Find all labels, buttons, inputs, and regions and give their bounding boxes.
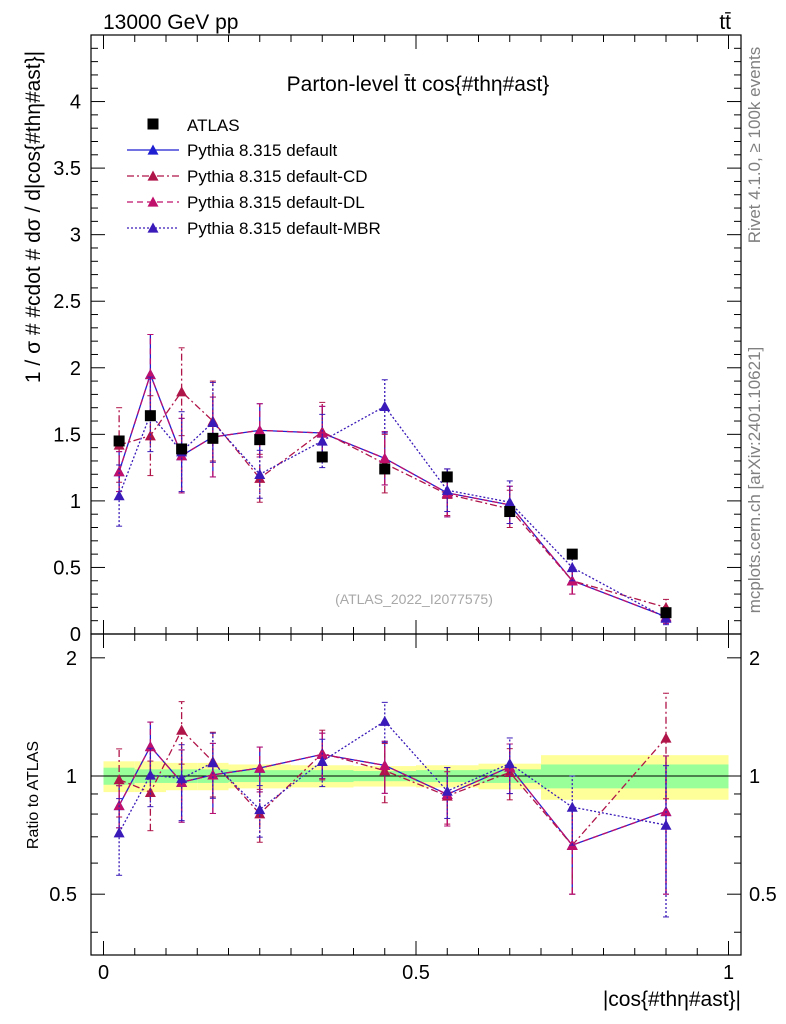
- series-marker: [113, 466, 125, 477]
- atlas-data-point: [113, 435, 125, 447]
- process-label: tt̄: [719, 11, 731, 34]
- x-tick-label: 0.5: [402, 962, 430, 984]
- ratio-axis-label: Ratio to ATLAS: [25, 741, 42, 849]
- energy-label: 13000 GeV pp: [103, 11, 238, 34]
- series-ratio-marker: [316, 755, 328, 766]
- atlas-data-point: [504, 506, 516, 518]
- series-ratio-marker: [207, 769, 219, 780]
- legend-label: Pythia 8.315 default-CD: [187, 167, 368, 186]
- series-marker: [504, 496, 516, 507]
- series-ratio-marker: [379, 715, 391, 726]
- y-tick-label: 2: [70, 358, 81, 380]
- series-3: [113, 376, 672, 918]
- series-ratio-marker: [176, 724, 188, 735]
- y-tick-label: 0.5: [53, 557, 81, 579]
- y-tick-label: 2.5: [53, 291, 81, 313]
- series-marker: [207, 416, 219, 428]
- legend-marker: [147, 196, 159, 207]
- series-marker: [316, 435, 328, 446]
- series-ratio-marker: [660, 732, 672, 743]
- series-marker: [441, 484, 453, 495]
- series-ratio-marker: [660, 819, 672, 830]
- legend-label: Pythia 8.315 default-DL: [187, 193, 365, 212]
- series-ratio-marker: [113, 827, 125, 838]
- legend-marker: [147, 170, 159, 181]
- atlas-data-point: [207, 432, 219, 444]
- atlas-data-point: [566, 548, 578, 560]
- series-ratio-marker: [379, 759, 391, 771]
- y-tick-label: 3: [70, 225, 81, 247]
- analysis-tag: (ATLAS_2022_I2077575): [335, 591, 493, 607]
- series-ratio-marker: [144, 786, 156, 798]
- legend-label: Pythia 8.315 default-MBR: [187, 219, 381, 238]
- atlas-data-point: [379, 463, 391, 475]
- y-tick-label: 3.5: [53, 158, 81, 180]
- series-marker: [566, 561, 578, 573]
- series-ratio-marker: [113, 799, 125, 811]
- y-tick-label: 1: [70, 491, 81, 513]
- atlas-data-point: [316, 451, 328, 463]
- series-marker: [254, 468, 266, 479]
- series-ratio-marker: [254, 803, 266, 815]
- legend-label: Pythia 8.315 default: [187, 141, 338, 160]
- legend-marker: [147, 222, 159, 233]
- y-axis-label: 1 / σ # #cdot # dσ / d|cos{#thη#ast}|: [22, 51, 45, 383]
- series-ratio-marker: [441, 785, 453, 796]
- legend-atlas-marker: [147, 118, 159, 130]
- series-marker: [379, 452, 391, 463]
- series-ratio-marker: [176, 772, 188, 784]
- series-line: [118, 405, 667, 619]
- x-axis-label: |cos{#thη#ast}|: [603, 988, 741, 1011]
- series-1: [113, 347, 672, 895]
- series-ratio-marker: [207, 757, 219, 768]
- x-tick-label: 0: [98, 962, 109, 984]
- series-ratio-marker: [504, 758, 516, 769]
- x-tick-label: 1: [723, 962, 734, 984]
- series-marker: [316, 427, 328, 438]
- legend-marker: [147, 144, 159, 155]
- series-ratio-line: [118, 745, 667, 846]
- series-marker: [379, 400, 391, 412]
- mcplots-label: mcplots.cern.ch [arXiv:2401.10621]: [745, 347, 764, 613]
- series-ratio-marker: [566, 801, 578, 812]
- atlas-data-point: [660, 607, 672, 619]
- series-marker: [254, 424, 266, 436]
- ratio-tick-label-right: 2: [749, 648, 760, 670]
- atlas-data-point: [176, 443, 188, 455]
- series-ratio-marker: [144, 769, 156, 780]
- series-ratio-marker: [113, 774, 125, 785]
- chart-title: Parton-level t̄t cos{#thη#ast}: [287, 73, 550, 96]
- series-marker: [113, 490, 125, 501]
- y-tick-label: 0: [70, 624, 81, 646]
- y-tick-label: 1.5: [53, 424, 81, 446]
- legend-atlas-label: ATLAS: [187, 116, 240, 135]
- atlas-data-point: [254, 434, 266, 446]
- ratio-tick-label: 2: [66, 648, 77, 670]
- series-ratio-marker: [254, 762, 266, 773]
- series-line: [118, 372, 667, 618]
- ratio-tick-label-right: 1: [749, 766, 760, 788]
- series-line: [118, 372, 667, 618]
- ratio-tick-label-right: 0.5: [749, 884, 777, 906]
- atlas-data-point: [144, 410, 156, 422]
- ratio-tick-label: 1: [66, 766, 77, 788]
- ratio-tick-label: 0.5: [49, 884, 77, 906]
- series-line: [118, 390, 667, 609]
- y-tick-label: 4: [70, 92, 81, 114]
- series-marker: [176, 386, 188, 397]
- rivet-label: Rivet 4.1.0, ≥ 100k events: [745, 47, 764, 243]
- series-marker: [144, 368, 156, 380]
- atlas-data-point: [441, 471, 453, 483]
